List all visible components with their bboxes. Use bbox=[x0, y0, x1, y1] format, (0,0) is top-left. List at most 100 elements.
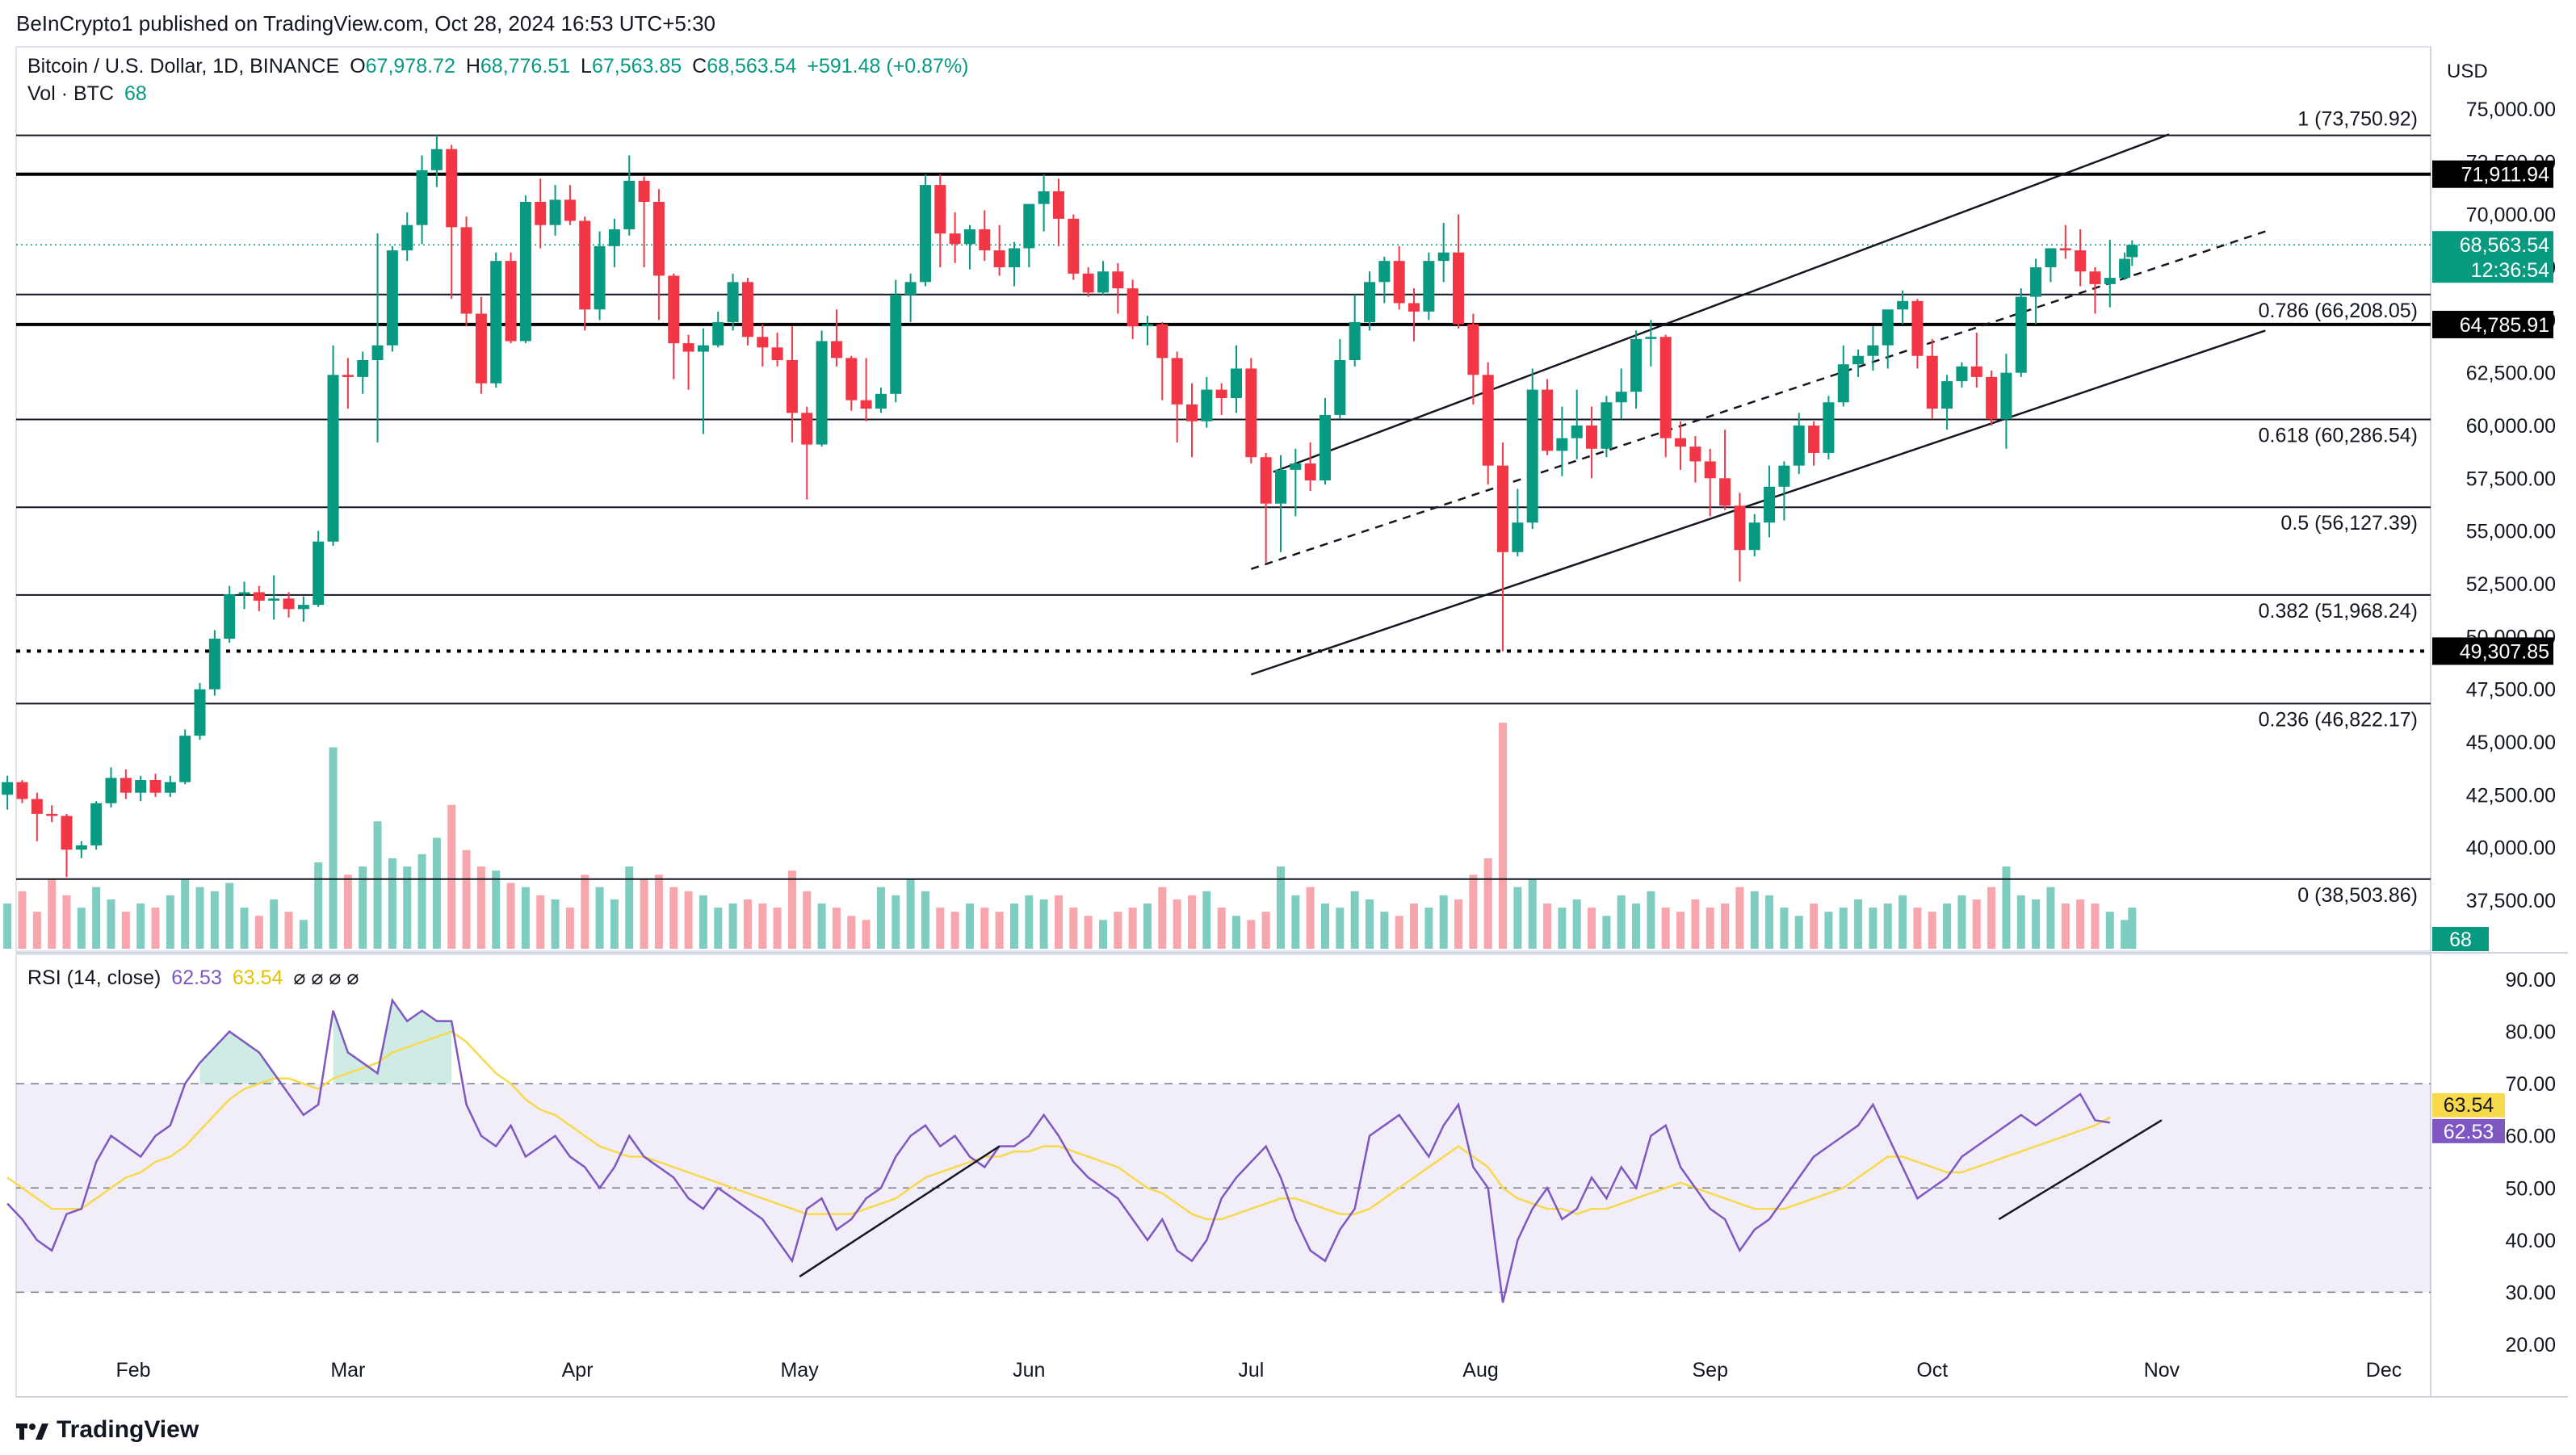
candle bbox=[1467, 313, 1479, 405]
rsi-tick-label: 50.00 bbox=[2505, 1177, 2556, 1200]
volume-bar bbox=[1647, 891, 1655, 949]
candle-body bbox=[1097, 271, 1109, 293]
volume-bar bbox=[640, 878, 648, 949]
candle bbox=[2045, 248, 2057, 283]
candle bbox=[1542, 379, 1554, 455]
key-level-label: 49,307.85 bbox=[2460, 640, 2549, 663]
rsi-tick-label: 20.00 bbox=[2505, 1334, 2556, 1356]
rsi-label[interactable]: RSI (14, close) bbox=[27, 967, 162, 989]
symbol-title[interactable]: Bitcoin / U.S. Dollar, 1D, BINANCE bbox=[27, 55, 340, 78]
volume-bar bbox=[610, 899, 619, 949]
volume-bar bbox=[684, 891, 693, 949]
volume-bar bbox=[210, 891, 219, 949]
candle bbox=[371, 233, 384, 442]
volume-tag-label: 68 bbox=[2449, 929, 2472, 951]
candle-body bbox=[120, 778, 132, 793]
fib-level-label: 0.236 (46,822.17) bbox=[2259, 708, 2418, 731]
volume-bar bbox=[107, 899, 115, 949]
candle-body bbox=[2030, 267, 2042, 297]
candle bbox=[1364, 271, 1376, 331]
candle bbox=[963, 224, 975, 270]
candle-body bbox=[2059, 248, 2071, 251]
volume-bar bbox=[847, 916, 856, 949]
fib-level-label: 0.786 (66,208.05) bbox=[2259, 300, 2418, 322]
volume-bar bbox=[1217, 908, 1226, 949]
candle bbox=[1304, 442, 1316, 492]
candle bbox=[860, 358, 872, 421]
candle bbox=[268, 575, 280, 620]
candle-body bbox=[1586, 426, 1598, 449]
candle-body bbox=[1052, 191, 1064, 219]
volume-bar bbox=[906, 878, 915, 949]
candle-body bbox=[623, 180, 636, 229]
tradingview-brand: TradingView bbox=[57, 1416, 199, 1443]
candle bbox=[1897, 290, 1909, 325]
candle bbox=[1052, 178, 1064, 246]
candle-body bbox=[416, 170, 428, 225]
rsi-tag bbox=[2432, 1118, 2505, 1143]
time-tick-label: Dec bbox=[2366, 1359, 2402, 1382]
candle bbox=[1778, 461, 1790, 521]
candle bbox=[46, 805, 58, 823]
rsi-ma-value: 63.54 bbox=[232, 967, 283, 989]
candle bbox=[727, 273, 739, 331]
fib-level-label: 0.382 (51,968.24) bbox=[2259, 600, 2418, 623]
rsi-overbought-fill bbox=[333, 1000, 452, 1084]
candle bbox=[1852, 349, 1865, 377]
candle bbox=[61, 813, 73, 878]
candle-body bbox=[2045, 248, 2057, 267]
candle-body bbox=[845, 358, 858, 400]
candle-body bbox=[1852, 355, 1865, 365]
candle bbox=[1689, 436, 1701, 483]
volume-bar bbox=[817, 904, 826, 949]
candle bbox=[1334, 338, 1346, 420]
candle bbox=[741, 278, 753, 346]
volume-bar bbox=[1661, 908, 1670, 949]
candle bbox=[564, 185, 576, 225]
candle bbox=[2104, 240, 2116, 308]
rsi-tick-label: 70.00 bbox=[2505, 1073, 2556, 1096]
candle-body bbox=[993, 250, 1005, 267]
volume-bar bbox=[1247, 920, 1256, 949]
volume-bar bbox=[403, 866, 412, 949]
rsi-tick-label: 60.00 bbox=[2505, 1126, 2556, 1148]
volume-bar bbox=[1277, 866, 1286, 949]
candle bbox=[327, 345, 339, 546]
candle bbox=[1201, 376, 1213, 428]
high-value: 68,776.51 bbox=[480, 55, 571, 78]
candle-body bbox=[1970, 366, 1982, 377]
candle bbox=[208, 630, 220, 696]
candle-body bbox=[2089, 271, 2101, 284]
price-tick-label: 70,000.00 bbox=[2466, 204, 2556, 227]
volume-bar bbox=[2121, 920, 2129, 949]
candle bbox=[1956, 362, 1968, 388]
candle bbox=[949, 212, 961, 263]
candle-body bbox=[934, 185, 946, 234]
rsi-tick-label: 80.00 bbox=[2505, 1021, 2556, 1044]
volume-bar bbox=[1424, 908, 1433, 949]
candle-body bbox=[208, 638, 220, 690]
price-pane-frame bbox=[15, 46, 2431, 952]
volume-bar bbox=[1543, 904, 1552, 949]
candle-body bbox=[283, 598, 295, 610]
candle bbox=[682, 334, 694, 390]
volume-bar bbox=[1987, 887, 1996, 949]
volume-bar bbox=[1336, 908, 1345, 949]
candle bbox=[1867, 326, 1879, 371]
open-label: O bbox=[350, 55, 366, 78]
rsi-line bbox=[6, 997, 2110, 1303]
candle bbox=[1185, 383, 1198, 458]
time-tick-label: May bbox=[780, 1359, 819, 1382]
volume-label[interactable]: Vol · BTC bbox=[27, 82, 114, 105]
candle-body bbox=[1364, 282, 1376, 322]
candle-body bbox=[1215, 389, 1227, 399]
candle-body bbox=[1467, 324, 1479, 375]
volume-bar bbox=[965, 904, 974, 949]
candle bbox=[1112, 262, 1124, 314]
volume-bar bbox=[1380, 912, 1389, 949]
candle bbox=[1601, 396, 1613, 458]
candle-body bbox=[668, 275, 680, 344]
candle-body bbox=[771, 347, 783, 360]
volume-bar bbox=[1350, 891, 1359, 949]
